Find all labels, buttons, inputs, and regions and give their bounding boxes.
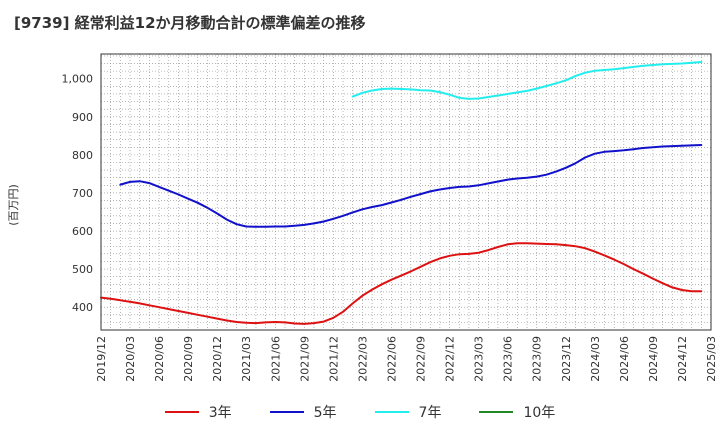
x-tick-label: 2023/06 [502, 336, 515, 382]
plot-frame [100, 53, 712, 331]
legend-item: 10年 [479, 402, 555, 422]
legend: 3年 5年 7年 10年 [0, 402, 720, 422]
y-tick-label: 400 [72, 301, 93, 314]
x-tick-label: 2020/12 [211, 336, 224, 382]
legend-label: 3年 [208, 405, 232, 421]
y-tick-label: 700 [72, 187, 93, 200]
x-tick-label: 2019/12 [95, 336, 108, 382]
y-tick-label: 800 [72, 149, 93, 162]
grid [101, 54, 711, 330]
series-line-3年 [100, 242, 703, 325]
legend-item: 7年 [374, 402, 442, 422]
y-tick-label: 500 [72, 263, 93, 276]
y-tick-label: 1,000 [62, 73, 94, 86]
legend-item: 3年 [164, 402, 232, 422]
x-tick-label: 2020/06 [153, 336, 166, 382]
x-tick-label: 2022/12 [444, 336, 457, 382]
x-tick-label: 2021/03 [240, 336, 253, 382]
x-tick-label: 2024/03 [589, 336, 602, 382]
x-tick-label: 2025/03 [705, 336, 718, 382]
x-tick-label: 2022/09 [415, 336, 428, 382]
x-tick-label: 2021/09 [298, 336, 311, 382]
x-tick-label: 2022/03 [356, 336, 369, 382]
x-tick-label: 2023/09 [531, 336, 544, 382]
y-axis-label: (百万円) [7, 184, 20, 226]
x-tick-label: 2023/03 [473, 336, 486, 382]
legend-swatch [269, 411, 304, 413]
series-lines [100, 61, 703, 325]
series-line-7年 [351, 61, 703, 100]
y-axis-ticks: 400 500 600 700 800 900 1,000 [62, 73, 94, 314]
legend-swatch [164, 411, 199, 413]
legend-item: 5年 [269, 402, 337, 422]
legend-label: 10年 [523, 405, 556, 421]
legend-swatch [374, 411, 409, 413]
x-tick-label: 2023/12 [560, 336, 573, 382]
x-tick-label: 2020/03 [124, 336, 137, 382]
series-line-5年 [119, 144, 703, 228]
legend-label: 7年 [418, 405, 442, 421]
x-tick-label: 2021/12 [327, 336, 340, 382]
x-tick-label: 2024/06 [618, 336, 631, 382]
legend-label: 5年 [313, 405, 337, 421]
legend-swatch [479, 411, 514, 413]
x-tick-label: 2024/12 [676, 336, 689, 382]
chart-title: [9739] 経常利益12か月移動合計の標準偏差の推移 [14, 14, 366, 32]
x-tick-label: 2022/06 [385, 336, 398, 382]
y-tick-label: 900 [72, 111, 93, 124]
x-axis-ticks: 2019/12 2020/03 2020/06 2020/09 2020/12 2021/… [95, 336, 718, 382]
y-tick-label: 600 [72, 225, 93, 238]
x-tick-label: 2020/09 [182, 336, 195, 382]
x-tick-label: 2021/06 [269, 336, 282, 382]
x-tick-label: 2024/09 [647, 336, 660, 382]
